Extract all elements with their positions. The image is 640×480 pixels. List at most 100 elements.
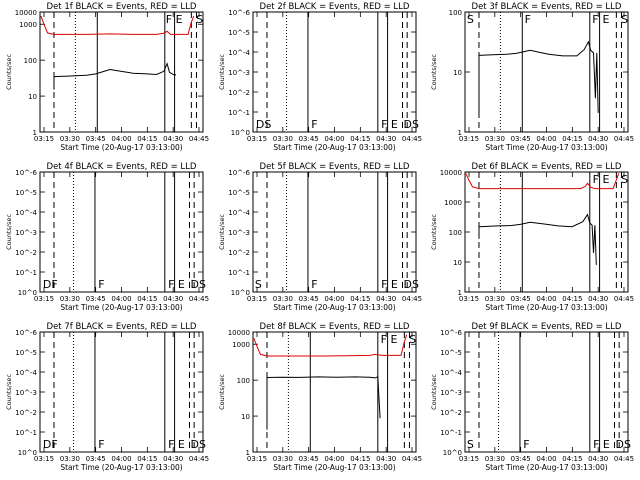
x-tick-label: 04:30 (163, 455, 183, 463)
plot-frame (464, 11, 629, 133)
y-axis-label: Counts/sec (430, 374, 438, 410)
x-tick-label: 04:15 (562, 455, 582, 463)
y-tick-label: 10^-3 (228, 69, 250, 77)
events-series-line (478, 40, 599, 113)
x-tick-label: 03:15 (459, 295, 479, 303)
x-axis-label: Start Time (20-Aug-17 03:13:00) (60, 303, 182, 312)
y-tick-label: 10 (453, 69, 462, 77)
x-tick-label: 04:30 (163, 135, 183, 143)
x-tick-label: 04:00 (111, 455, 131, 463)
lld-series-line (465, 173, 620, 190)
x-tick-label: 04:15 (562, 295, 582, 303)
x-tick-label: 03:15 (459, 455, 479, 463)
chart-panel-6: Det 6f BLACK = Events, RED = LLD 1 10 100 10… (430, 162, 634, 312)
events-series-line (478, 213, 597, 265)
y-tick-label: 1000 (444, 199, 462, 207)
y-axis-label: Counts/sec (218, 374, 226, 410)
y-tick-label: 1 (458, 129, 462, 137)
plot-frame (252, 11, 417, 133)
chart-panel-2: Det 2f BLACK = Events, RED = LLD 10^0 10^-… (218, 2, 422, 152)
y-axis-label: Counts/sec (218, 214, 226, 250)
x-tick-label: 04:00 (111, 135, 131, 143)
x-tick-label: 03:45 (299, 135, 319, 143)
x-tick-label: 04:00 (536, 455, 556, 463)
chart-panel-9: Det 9f BLACK = Events, RED = LLD 10^0 10^-… (430, 322, 634, 472)
chart-panel-8: Det 8f BLACK = Events, RED = LLD 1 10 100 10… (218, 322, 422, 472)
y-tick-label: 10^-3 (228, 229, 250, 237)
x-tick-label: 04:00 (324, 295, 344, 303)
x-tick-label: 04:30 (588, 455, 608, 463)
x-tick-label: 03:45 (511, 295, 531, 303)
x-tick-label: 03:30 (273, 295, 293, 303)
event-marker-label: F (525, 13, 531, 26)
x-tick-label: 04:45 (614, 135, 634, 143)
x-tick-label: 03:15 (34, 295, 54, 303)
y-tick-label: 10^-5 (15, 349, 37, 357)
x-tick-label: 04:45 (402, 135, 422, 143)
x-tick-label: 04:45 (402, 455, 422, 463)
x-axis-label: Start Time (20-Aug-17 03:13:00) (485, 143, 607, 152)
y-tick-label: 1 (33, 129, 37, 137)
y-tick-label: 1 (458, 289, 462, 297)
x-tick-label: 03:30 (60, 135, 80, 143)
y-tick-label: 1000 (19, 21, 37, 29)
event-marker-label: F (381, 118, 387, 131)
x-axis-label: Start Time (20-Aug-17 03:13:00) (273, 303, 395, 312)
event-marker-label: E (391, 118, 398, 131)
event-marker-label: F (311, 118, 317, 131)
event-marker-label: F (166, 13, 172, 26)
plot-frame (252, 171, 417, 293)
y-tick-label: 10^-3 (15, 229, 37, 237)
x-tick-label: 03:15 (34, 455, 54, 463)
x-tick-label: 04:30 (376, 295, 396, 303)
y-tick-label: 100 (449, 9, 462, 17)
x-axis-label: Start Time (20-Aug-17 03:13:00) (273, 143, 395, 152)
y-axis-label: Counts/sec (430, 214, 438, 250)
x-tick-label: 04:00 (111, 295, 131, 303)
event-marker-label: F (381, 278, 387, 291)
x-tick-label: 04:45 (614, 455, 634, 463)
y-tick-label: 100 (449, 229, 462, 237)
y-tick-label: 10^-1 (15, 269, 37, 277)
x-tick-label: 03:30 (60, 455, 80, 463)
y-tick-label: 100 (237, 377, 250, 385)
x-tick-label: 04:15 (137, 295, 157, 303)
chart-title: Det 7f BLACK = Events, RED = LLD (47, 322, 197, 332)
x-tick-label: 04:30 (588, 295, 608, 303)
lld-series-line (40, 15, 195, 35)
y-axis-label: Counts/sec (5, 214, 13, 250)
y-tick-label: 10^-6 (15, 329, 37, 337)
y-tick-label: 10^-4 (15, 369, 37, 377)
plot-frame (464, 331, 629, 453)
y-axis-label: Counts/sec (5, 374, 13, 410)
event-marker-label: F (593, 438, 599, 451)
y-tick-label: 10^0 (231, 289, 250, 297)
x-tick-label: 04:15 (350, 295, 370, 303)
y-tick-label: 10^-1 (228, 269, 250, 277)
event-marker-label: DS (190, 438, 205, 451)
x-tick-label: 03:45 (299, 295, 319, 303)
y-tick-label: 10^-2 (228, 89, 250, 97)
events-series-line (53, 62, 177, 90)
y-tick-label: 10^-6 (228, 169, 250, 177)
y-tick-label: 10^-6 (15, 169, 37, 177)
event-marker-label: S (255, 278, 262, 291)
y-tick-label: 10^-2 (228, 249, 250, 257)
event-marker-label: S (621, 13, 628, 26)
y-tick-label: 10000 (440, 169, 462, 177)
plot-frame (464, 171, 629, 293)
x-tick-label: 03:30 (485, 135, 505, 143)
y-tick-label: 10 (241, 413, 250, 421)
event-marker-label: F (311, 278, 317, 291)
event-marker-label: E (603, 438, 610, 451)
event-marker-label: DF (43, 278, 58, 291)
event-marker-label: S (621, 173, 628, 186)
x-tick-label: 04:15 (137, 455, 157, 463)
event-marker-label: E (390, 333, 397, 346)
x-tick-label: 04:15 (350, 455, 370, 463)
y-tick-label: 10000 (15, 9, 37, 17)
y-axis-label: Counts/sec (5, 54, 13, 90)
events-series-line (266, 375, 381, 430)
x-tick-label: 03:30 (485, 455, 505, 463)
x-tick-label: 03:15 (459, 135, 479, 143)
